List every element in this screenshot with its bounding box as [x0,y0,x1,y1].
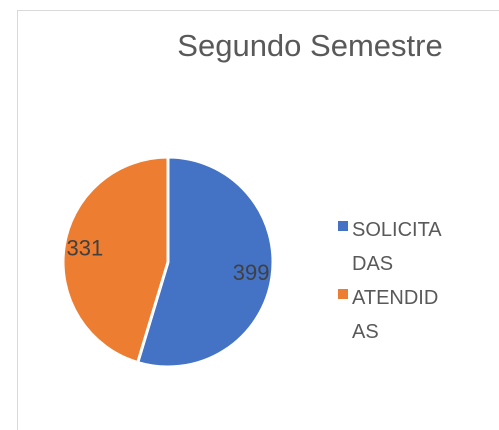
legend-label: ATENDIDAS [352,287,439,343]
data-label: 399 [233,260,270,285]
legend-entry: SOLICITADAS [352,219,442,275]
legend-entry: ATENDIDAS [352,287,439,343]
pie-slice [61,155,170,365]
legend-swatch [338,221,348,231]
pie-slice [135,155,275,369]
chart-title: Segundo Semestre [177,28,442,63]
data-label: 331 [67,236,104,261]
legend-swatch [338,289,348,299]
legend-label: SOLICITADAS [352,219,442,275]
